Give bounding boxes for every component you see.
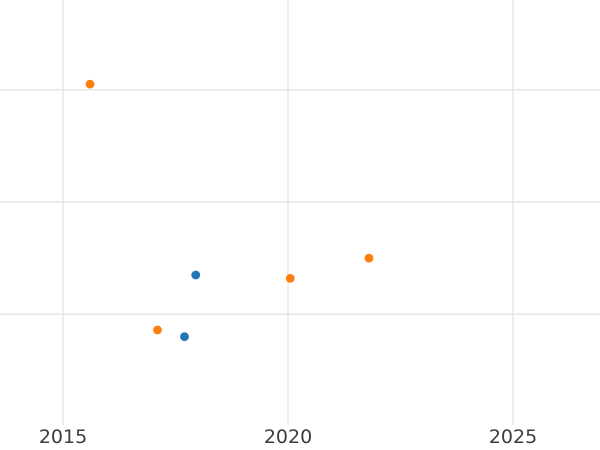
scatter-point-orange — [285, 273, 295, 283]
scatter-point-blue — [191, 270, 201, 280]
x-tick-label: 2020 — [264, 426, 312, 448]
scatter-point-orange — [85, 79, 95, 89]
scatter-point-orange — [153, 325, 162, 335]
x-tick-label: 2025 — [489, 426, 537, 448]
x-tick-label: 2015 — [39, 426, 87, 448]
scatter-point-blue — [180, 332, 189, 342]
scatter-point-orange — [364, 253, 374, 263]
